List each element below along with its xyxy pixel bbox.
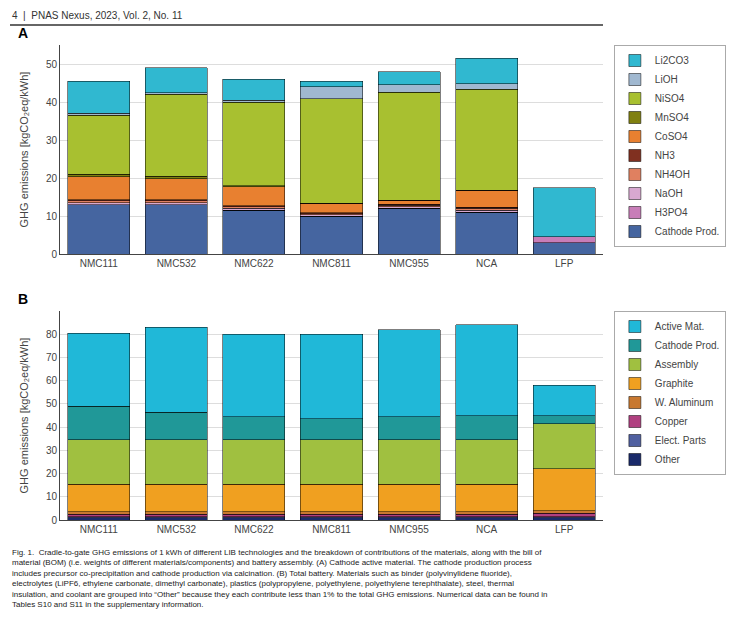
svg-text:NMC532: NMC532	[157, 524, 197, 535]
svg-text:LiOH: LiOH	[655, 74, 678, 85]
svg-text:NMC811: NMC811	[312, 258, 351, 269]
svg-text:60: 60	[46, 375, 58, 386]
svg-text:80: 80	[46, 329, 58, 340]
svg-text:Fig. 1. Cradle-to-gate GHG em: Fig. 1. Cradle-to-gate GHG emissions of …	[12, 548, 547, 609]
svg-text:H3PO4: H3PO4	[655, 207, 688, 218]
svg-text:70: 70	[46, 352, 58, 363]
svg-text:NH4OH: NH4OH	[655, 169, 690, 180]
svg-text:10: 10	[46, 491, 58, 502]
svg-text:30: 30	[46, 445, 58, 456]
svg-text:NMC532: NMC532	[157, 258, 197, 269]
svg-text:Cathode Prod.: Cathode Prod.	[655, 226, 720, 237]
svg-text:CoSO4: CoSO4	[655, 131, 688, 142]
svg-text:20: 20	[46, 173, 58, 184]
svg-text:NMC111: NMC111	[80, 524, 118, 535]
svg-text:Li2CO3: Li2CO3	[655, 55, 689, 66]
svg-text:Cathode Prod.: Cathode Prod.	[655, 340, 720, 351]
svg-text:Other: Other	[655, 454, 681, 465]
svg-text:Graphite: Graphite	[655, 378, 694, 389]
svg-text:50: 50	[46, 59, 58, 70]
svg-text:40: 40	[46, 422, 58, 433]
svg-text:LFP: LFP	[555, 524, 574, 535]
svg-text:10: 10	[46, 211, 58, 222]
svg-text:NaOH: NaOH	[655, 188, 683, 199]
svg-text:B: B	[18, 291, 28, 307]
svg-text:NCA: NCA	[476, 524, 497, 535]
svg-text:W. Aluminum: W. Aluminum	[655, 397, 713, 408]
svg-text:NMC622: NMC622	[234, 258, 274, 269]
svg-text:0: 0	[51, 515, 57, 526]
svg-text:MnSO4: MnSO4	[655, 112, 689, 123]
svg-text:40: 40	[46, 97, 58, 108]
svg-text:NMC811: NMC811	[312, 524, 351, 535]
svg-text:NCA: NCA	[476, 258, 497, 269]
svg-text:GHG emissions [kgCO₂eq/kWh]: GHG emissions [kgCO₂eq/kWh]	[18, 72, 30, 228]
svg-text:NMC955: NMC955	[389, 258, 429, 269]
svg-text:Elect. Parts: Elect. Parts	[655, 435, 706, 446]
svg-text:20: 20	[46, 468, 58, 479]
svg-text:4 | PNAS Nexus, 2023, Vol. 2: 4 | PNAS Nexus, 2023, Vol. 2, No. 11	[12, 10, 183, 21]
svg-text:LFP: LFP	[555, 258, 574, 269]
svg-text:NMC955: NMC955	[389, 524, 429, 535]
svg-text:0: 0	[51, 249, 57, 260]
svg-text:30: 30	[46, 135, 58, 146]
svg-text:50: 50	[46, 398, 58, 409]
svg-text:NH3: NH3	[655, 150, 675, 161]
svg-text:NMC622: NMC622	[234, 524, 274, 535]
svg-text:Assembly: Assembly	[655, 359, 698, 370]
svg-text:Active Mat.: Active Mat.	[655, 321, 704, 332]
svg-text:A: A	[18, 25, 28, 41]
svg-text:Copper: Copper	[655, 416, 688, 427]
svg-text:NiSO4: NiSO4	[655, 93, 685, 104]
svg-text:NMC111: NMC111	[80, 258, 118, 269]
svg-text:GHG emissions [kgCO₂eq/kWh]: GHG emissions [kgCO₂eq/kWh]	[18, 338, 30, 494]
